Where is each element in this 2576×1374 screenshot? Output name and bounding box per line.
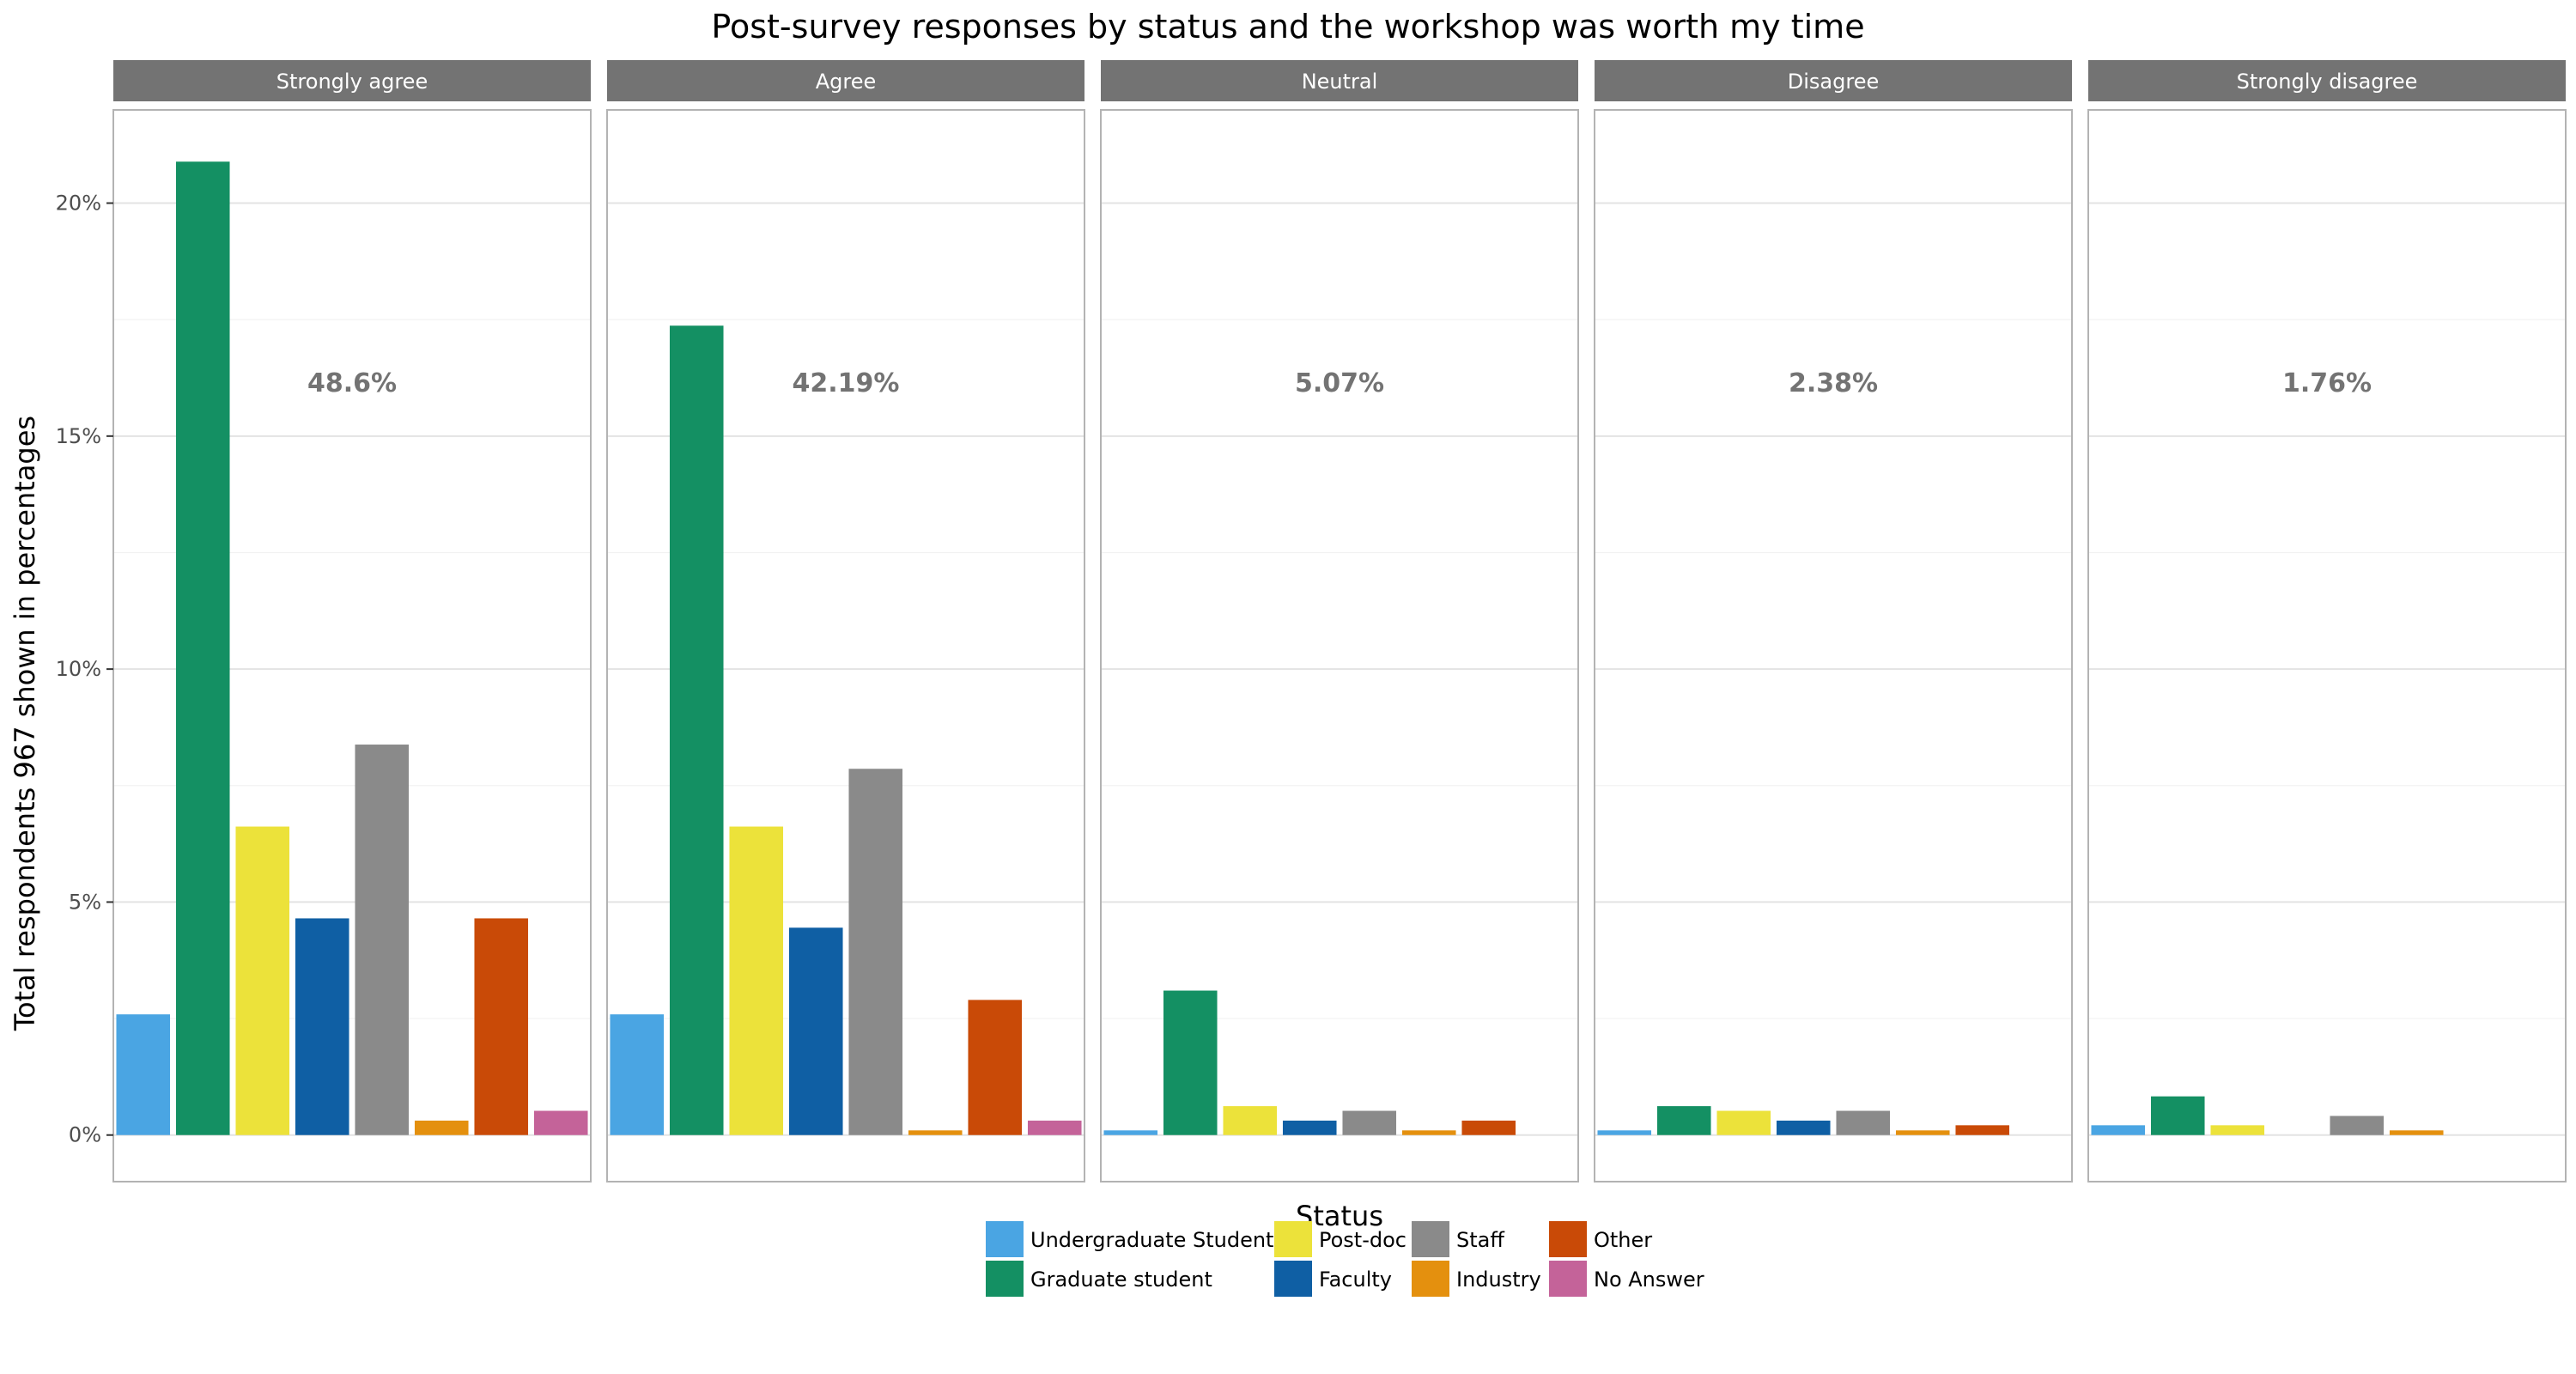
facet-strip	[607, 60, 1084, 101]
bar-graduate-student	[669, 325, 724, 1135]
bar-industry	[2389, 1130, 2444, 1135]
legend-swatch	[1412, 1221, 1449, 1257]
legend-swatch	[986, 1261, 1024, 1297]
legend-label: Other	[1594, 1228, 1652, 1252]
bar-undergraduate-student	[610, 1014, 665, 1135]
legend-label: Undergraduate Student	[1030, 1228, 1273, 1252]
legend-item: Industry	[1412, 1261, 1541, 1297]
facet-panel: Strongly agree 48.6%	[112, 60, 592, 1182]
bar-other	[1955, 1125, 2010, 1135]
bar-industry	[414, 1120, 469, 1135]
bar-staff	[355, 745, 410, 1135]
facet-strip-label: Neutral	[1302, 70, 1378, 94]
panel-border	[1594, 109, 2073, 1182]
bar-undergraduate-student	[1597, 1130, 1652, 1135]
panel-background	[1595, 110, 2072, 1182]
facet-panels: Strongly agree 48.6% Agree 42.19% Neutral 5.0…	[112, 60, 2567, 1182]
legend-item: Post-doc	[1274, 1221, 1406, 1257]
facet-total-label: 42.19%	[793, 368, 900, 398]
legend-label: Staff	[1456, 1228, 1504, 1252]
legend: Undergraduate Student Graduate student Pos…	[986, 1221, 1704, 1297]
bar-other	[1461, 1120, 1516, 1135]
facet-strip-label: Disagree	[1788, 70, 1879, 94]
bar-staff	[848, 769, 903, 1135]
facet-total-label: 5.07%	[1295, 368, 1384, 398]
facet-strip	[1101, 60, 1578, 101]
facet-total-label: 2.38%	[1789, 368, 1878, 398]
bar-no-answer	[1027, 1120, 1082, 1135]
legend-item: Staff	[1412, 1221, 1504, 1257]
legend-label: No Answer	[1594, 1268, 1704, 1292]
bar-undergraduate-student	[116, 1014, 171, 1135]
legend-swatch	[986, 1221, 1024, 1257]
panel-background	[2088, 110, 2566, 1182]
y-tick-label: 5%	[69, 890, 101, 914]
facet-panel: Neutral 5.07%	[1100, 60, 1579, 1182]
bar-post-doc	[1223, 1106, 1278, 1135]
bar-graduate-student	[1163, 990, 1218, 1135]
bar-graduate-student	[175, 161, 230, 1135]
y-tick-label: 15%	[56, 424, 101, 448]
facet-panel: Agree 42.19%	[606, 60, 1085, 1182]
legend-label: Post-doc	[1319, 1228, 1406, 1252]
legend-item: Faculty	[1274, 1261, 1392, 1297]
bar-industry	[1401, 1130, 1456, 1135]
y-tick-label: 0%	[69, 1123, 101, 1147]
y-axis-title: Total respondents 967 shown in percentag…	[9, 416, 41, 1031]
facet-strip-label: Strongly agree	[276, 70, 428, 94]
legend-label: Graduate student	[1030, 1268, 1212, 1292]
legend-label: Faculty	[1319, 1268, 1392, 1292]
bar-faculty	[1776, 1120, 1831, 1135]
bar-other	[474, 918, 529, 1135]
legend-item: Other	[1549, 1221, 1652, 1257]
facet-strip	[1595, 60, 2072, 101]
bar-staff	[2330, 1116, 2385, 1135]
chart-title: Post-survey responses by status and the …	[711, 8, 1864, 46]
legend-swatch	[1274, 1261, 1312, 1297]
bar-industry	[1895, 1130, 1950, 1135]
bar-faculty	[295, 918, 349, 1135]
facet-strip-label: Strongly disagree	[2237, 70, 2418, 94]
facet-panel: Disagree 2.38%	[1594, 60, 2073, 1182]
bar-no-answer	[533, 1110, 588, 1135]
legend-item: Graduate student	[986, 1261, 1212, 1297]
y-tick-label: 10%	[56, 657, 101, 681]
panel-border	[1100, 109, 1579, 1182]
legend-swatch	[1412, 1261, 1449, 1297]
bar-industry	[908, 1130, 963, 1135]
legend-item: Undergraduate Student	[986, 1221, 1273, 1257]
y-tick-label: 20%	[56, 192, 101, 216]
bar-graduate-student	[1656, 1106, 1711, 1135]
panel-border	[112, 109, 592, 1182]
facet-strip	[113, 60, 591, 101]
facet-strip	[2088, 60, 2566, 101]
legend-item: No Answer	[1549, 1261, 1704, 1297]
facet-total-label: 48.6%	[307, 368, 397, 398]
legend-swatch	[1274, 1221, 1312, 1257]
facet-total-label: 1.76%	[2282, 368, 2372, 398]
bar-post-doc	[729, 826, 784, 1135]
bar-faculty	[1282, 1120, 1337, 1135]
legend-label: Industry	[1456, 1268, 1541, 1292]
panel-border	[606, 109, 1085, 1182]
bar-staff	[1836, 1110, 1891, 1135]
bar-undergraduate-student	[2091, 1125, 2146, 1135]
panel-border	[2087, 109, 2567, 1182]
y-axis: 0% 5% 10% 15% 20%	[56, 192, 113, 1147]
facet-panel: Strongly disagree 1.76%	[2087, 60, 2567, 1182]
bar-post-doc	[1716, 1110, 1771, 1135]
legend-swatch	[1549, 1261, 1587, 1297]
bar-other	[968, 1000, 1023, 1135]
bar-faculty	[788, 927, 843, 1135]
bar-staff	[1342, 1110, 1397, 1135]
bar-post-doc	[235, 826, 290, 1135]
legend-swatch	[1549, 1221, 1587, 1257]
bar-undergraduate-student	[1103, 1130, 1158, 1135]
bar-post-doc	[2210, 1125, 2265, 1135]
facet-strip-label: Agree	[816, 70, 877, 94]
bar-graduate-student	[2150, 1096, 2205, 1135]
